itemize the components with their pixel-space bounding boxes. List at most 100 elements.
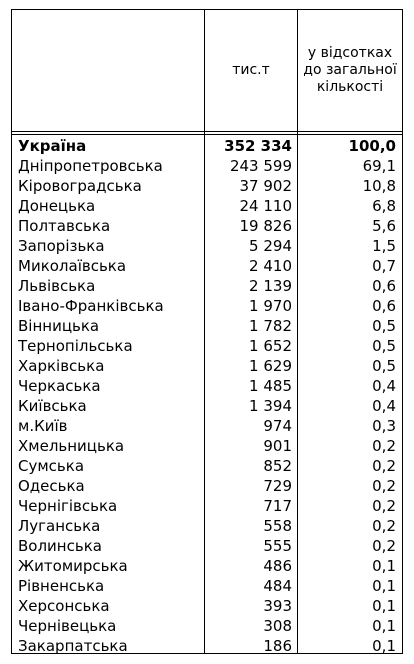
region-cell: Рівненська xyxy=(18,577,105,595)
table-row: Кіровоградська 37 902 10,8 xyxy=(12,176,402,196)
percent-cell: 0,4 xyxy=(372,377,396,395)
region-cell: Вінницька xyxy=(18,317,100,335)
amount-cell: 308 xyxy=(263,617,292,635)
table-row: м.Київ 974 0,3 xyxy=(12,416,402,436)
region-cell: Кіровоградська xyxy=(18,177,142,195)
header-rule xyxy=(12,131,402,132)
region-cell: Чернівецька xyxy=(18,617,117,635)
column-divider xyxy=(204,10,205,653)
percent-cell: 0,2 xyxy=(372,457,396,475)
region-cell: Луганська xyxy=(18,517,101,535)
amount-cell: 901 xyxy=(263,437,292,455)
percent-cell: 0,2 xyxy=(372,537,396,555)
percent-cell: 5,6 xyxy=(372,217,396,235)
percent-cell: 0,7 xyxy=(372,257,396,275)
column-divider xyxy=(297,10,298,653)
amount-cell: 974 xyxy=(263,417,292,435)
header-region xyxy=(12,10,204,131)
table-row: Івано-Франківська 1 970 0,6 xyxy=(12,296,402,316)
region-cell: Миколаївська xyxy=(18,257,127,275)
amount-cell: 393 xyxy=(263,597,292,615)
table-row: Київська 1 394 0,4 xyxy=(12,396,402,416)
table-row: Рівненська 484 0,1 xyxy=(12,576,402,596)
amount-cell: 1 652 xyxy=(249,337,292,355)
percent-cell: 100,0 xyxy=(348,137,396,155)
percent-cell: 0,1 xyxy=(372,577,396,595)
header-percent: у відсотках до загальної кількості xyxy=(303,45,397,95)
amount-cell: 1 485 xyxy=(249,377,292,395)
amount-cell: 484 xyxy=(263,577,292,595)
header-rule xyxy=(12,134,402,135)
region-cell: м.Київ xyxy=(18,417,68,435)
amount-cell: 852 xyxy=(263,457,292,475)
table-row: Харківська 1 629 0,5 xyxy=(12,356,402,376)
table-row: Донецька 24 110 6,8 xyxy=(12,196,402,216)
region-cell: Херсонська xyxy=(18,597,110,615)
region-cell: Дніпропетровська xyxy=(18,157,163,175)
percent-cell: 0,1 xyxy=(372,637,396,655)
amount-cell: 352 334 xyxy=(224,137,292,155)
region-cell: Волинська xyxy=(18,537,102,555)
amount-cell: 243 599 xyxy=(229,157,292,175)
amount-cell: 717 xyxy=(263,497,292,515)
amount-cell: 2 139 xyxy=(249,277,292,295)
percent-cell: 0,6 xyxy=(372,297,396,315)
region-cell: Львівська xyxy=(18,277,96,295)
amount-cell: 1 629 xyxy=(249,357,292,375)
amount-cell: 1 970 xyxy=(249,297,292,315)
region-cell: Закарпатська xyxy=(18,637,128,655)
percent-cell: 0,4 xyxy=(372,397,396,415)
table-row: Черкаська 1 485 0,4 xyxy=(12,376,402,396)
table-row: Закарпатська 186 0,1 xyxy=(12,636,402,656)
region-cell: Тернопільська xyxy=(18,337,133,355)
percent-cell: 0,2 xyxy=(372,437,396,455)
percent-cell: 0,2 xyxy=(372,497,396,515)
amount-cell: 558 xyxy=(263,517,292,535)
amount-cell: 1 782 xyxy=(249,317,292,335)
percent-cell: 6,8 xyxy=(372,197,396,215)
table-row: Вінницька 1 782 0,5 xyxy=(12,316,402,336)
amount-cell: 19 826 xyxy=(239,217,293,235)
table-row: Сумська 852 0,2 xyxy=(12,456,402,476)
percent-cell: 10,8 xyxy=(362,177,396,195)
table-row: Миколаївська 2 410 0,7 xyxy=(12,256,402,276)
amount-cell: 5 294 xyxy=(249,237,292,255)
table-row: Чернігівська 717 0,2 xyxy=(12,496,402,516)
amount-cell: 729 xyxy=(263,477,292,495)
percent-cell: 0,1 xyxy=(372,597,396,615)
amount-cell: 486 xyxy=(263,557,292,575)
table-row: Волинська 555 0,2 xyxy=(12,536,402,556)
table-row: Львівська 2 139 0,6 xyxy=(12,276,402,296)
amount-cell: 37 902 xyxy=(239,177,293,195)
table-row: Тернопільська 1 652 0,5 xyxy=(12,336,402,356)
region-cell: Донецька xyxy=(18,197,96,215)
region-cell: Чернігівська xyxy=(18,497,118,515)
region-cell: Україна xyxy=(18,137,87,155)
region-cell: Одеська xyxy=(18,477,85,495)
percent-cell: 69,1 xyxy=(362,157,396,175)
region-cell: Полтавська xyxy=(18,217,111,235)
table-row: Одеська 729 0,2 xyxy=(12,476,402,496)
percent-cell: 0,1 xyxy=(372,617,396,635)
percent-cell: 0,5 xyxy=(372,337,396,355)
region-cell: Запорізька xyxy=(18,237,105,255)
percent-cell: 1,5 xyxy=(372,237,396,255)
percent-cell: 0,5 xyxy=(372,357,396,375)
table-row: Луганська 558 0,2 xyxy=(12,516,402,536)
percent-cell: 0,2 xyxy=(372,477,396,495)
header-amount: тис.т xyxy=(232,62,270,78)
region-cell: Івано-Франківська xyxy=(18,297,164,315)
amount-cell: 2 410 xyxy=(249,257,292,275)
percent-cell: 0,6 xyxy=(372,277,396,295)
table-row: Житомирська 486 0,1 xyxy=(12,556,402,576)
region-cell: Житомирська xyxy=(18,557,128,575)
table-row: Запорізька 5 294 1,5 xyxy=(12,236,402,256)
region-cell: Харківська xyxy=(18,357,105,375)
percent-cell: 0,5 xyxy=(372,317,396,335)
table-row: Херсонська 393 0,1 xyxy=(12,596,402,616)
amount-cell: 1 394 xyxy=(249,397,292,415)
percent-cell: 0,1 xyxy=(372,557,396,575)
amount-cell: 186 xyxy=(263,637,292,655)
table-row: Чернівецька 308 0,1 xyxy=(12,616,402,636)
table-row: Дніпропетровська 243 599 69,1 xyxy=(12,156,402,176)
